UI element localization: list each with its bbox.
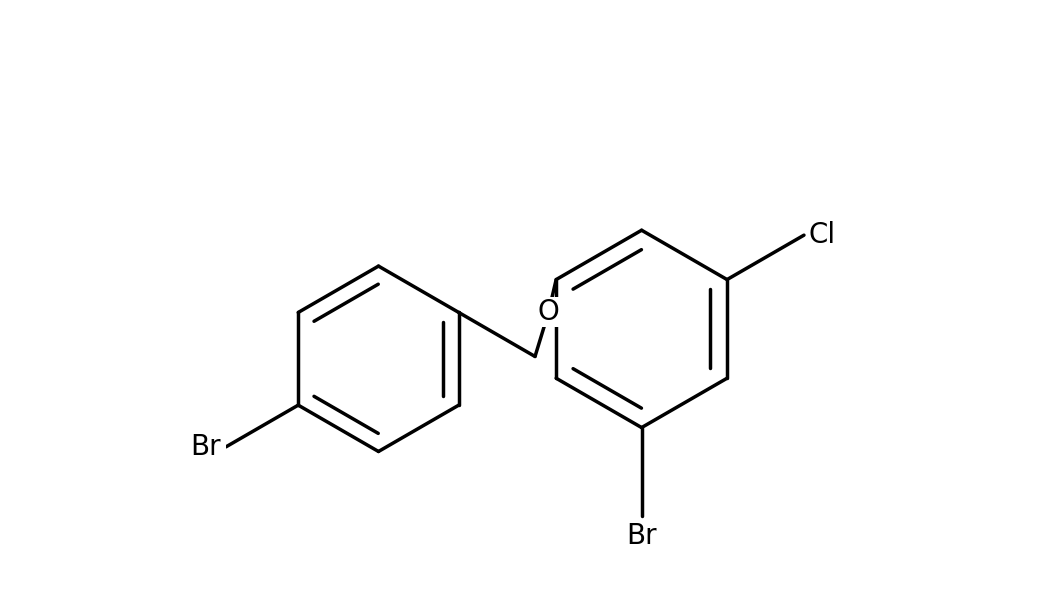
Text: Cl: Cl [808,221,836,249]
Text: Br: Br [626,523,657,550]
Text: Br: Br [190,433,222,461]
Text: O: O [538,298,560,326]
